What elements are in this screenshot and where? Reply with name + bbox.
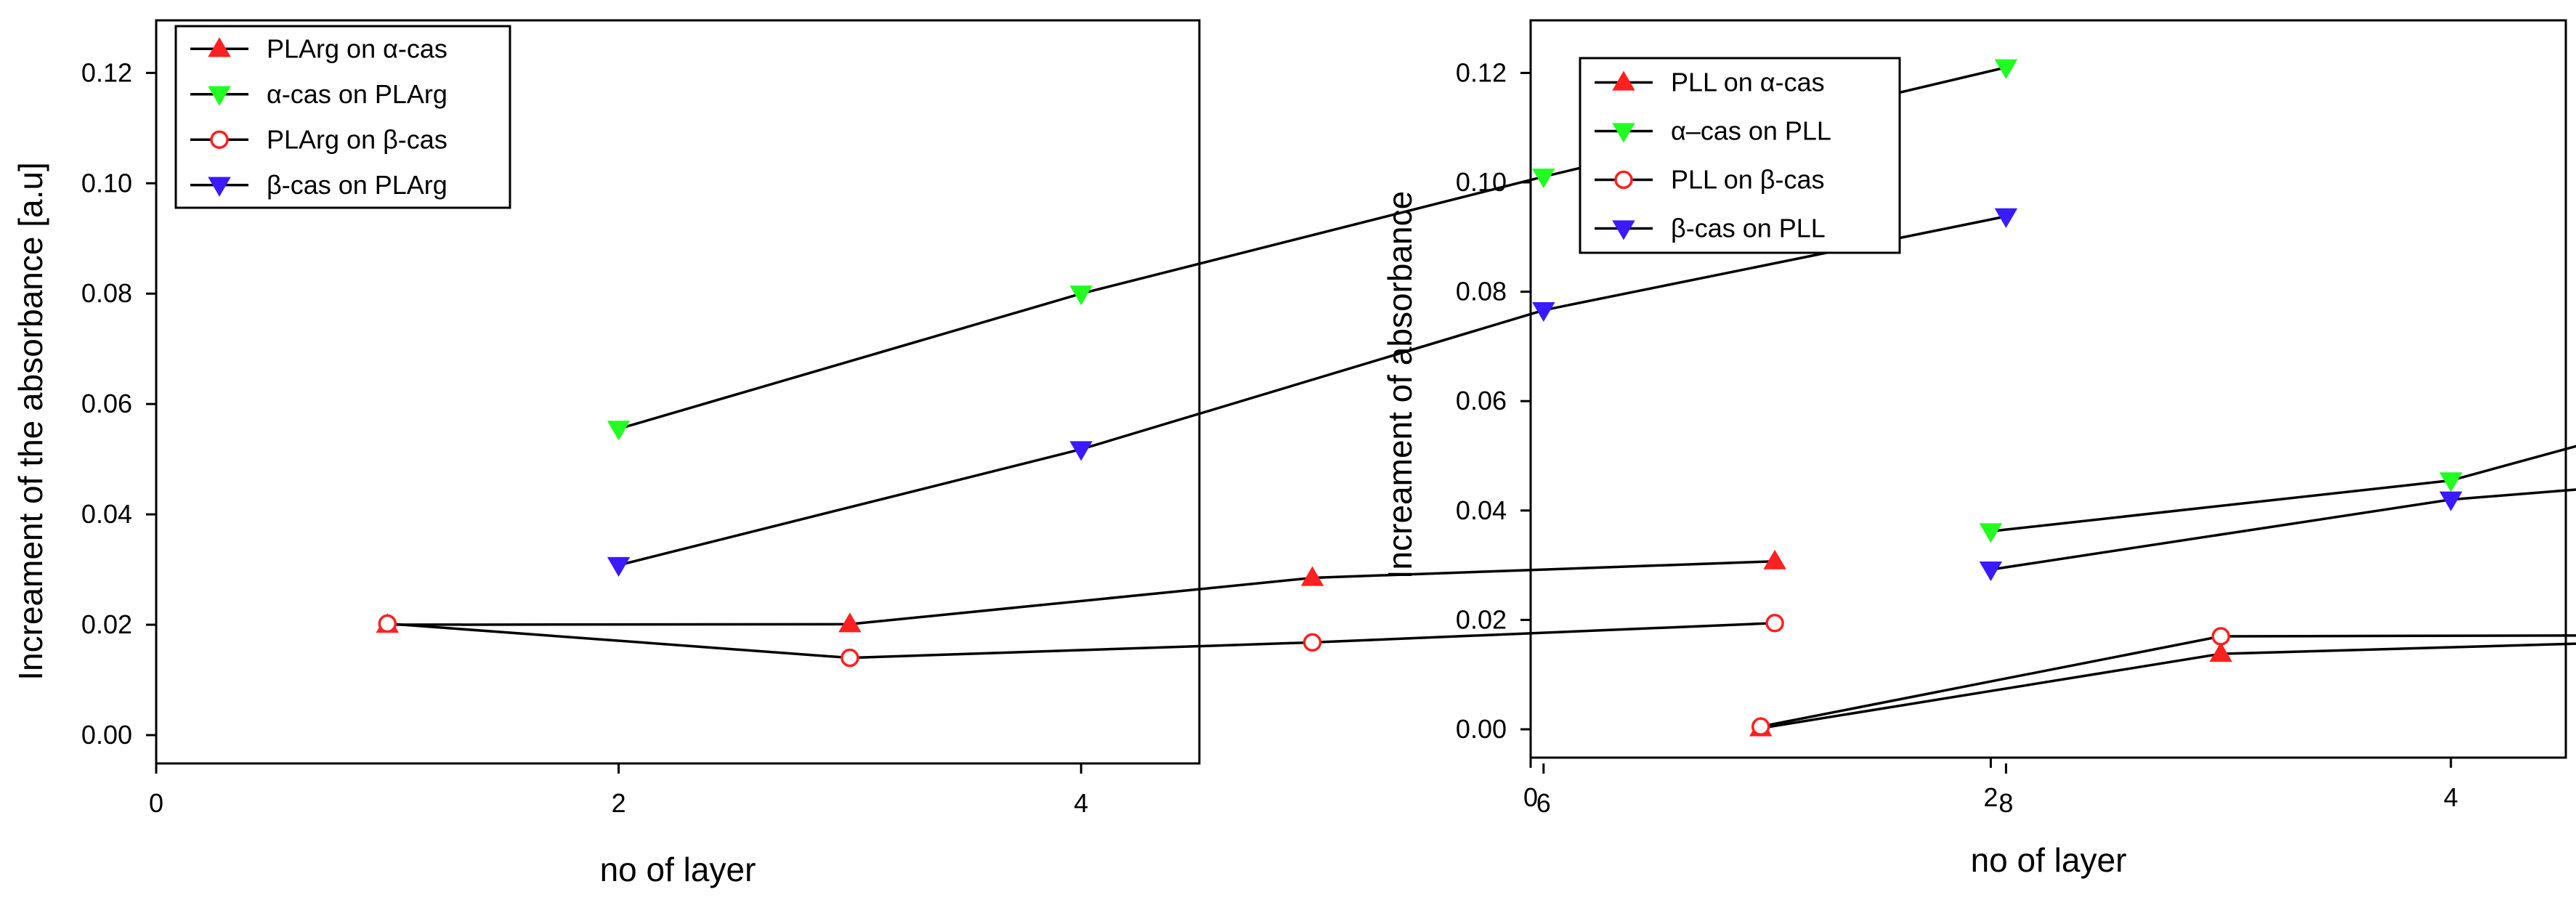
legend-box bbox=[1579, 57, 1901, 254]
marker-s1-p2 bbox=[1532, 169, 1555, 189]
x-axis-title: no of layer bbox=[1971, 841, 2127, 879]
legend-label: α-cas on PLArg bbox=[267, 79, 447, 109]
y-tick-label: 0.06 bbox=[81, 389, 132, 418]
y-axis-title: Increament of the absorbance [a.u] bbox=[12, 162, 49, 680]
axes: 0 2 4 6 8 0.00 0.02 0.04 0.06 0.08 0.10 0.12 bbox=[81, 57, 2013, 818]
marker-s1-p1 bbox=[2439, 472, 2463, 492]
legend-label: α–cas on PLL bbox=[1671, 116, 1831, 146]
legend-marker bbox=[210, 130, 229, 149]
y-tick-label: 0.00 bbox=[81, 720, 132, 750]
marker-s3-p1 bbox=[2439, 491, 2463, 511]
y-tick-label: 0.12 bbox=[1456, 57, 1507, 87]
marker-s2-p3 bbox=[1765, 614, 1784, 633]
series-line-2 bbox=[387, 622, 1775, 660]
marker-s0-p2 bbox=[1300, 566, 1324, 586]
y-tick-label: 0.02 bbox=[81, 609, 132, 639]
marker-s3-p0 bbox=[607, 556, 631, 577]
marker-s2-p1 bbox=[841, 648, 859, 668]
x-tick-label: 6 bbox=[1536, 788, 1551, 818]
legend-marker bbox=[208, 86, 231, 106]
plot-frame bbox=[155, 19, 1201, 765]
marker-s3-p2 bbox=[1532, 301, 1555, 323]
series-line-0 bbox=[1760, 642, 2576, 730]
marker-s2-p0 bbox=[378, 614, 397, 633]
legend-marker bbox=[1612, 220, 1635, 240]
legend: PLArg on α-cas α-cas on PLArg PLArg on β-c… bbox=[174, 25, 511, 209]
y-tick-label: 0.10 bbox=[81, 168, 132, 198]
legend: PLL on α-cas α–cas on PLL PLL on β-cas β-ca… bbox=[1579, 57, 1901, 254]
marker-s1-p1 bbox=[1069, 285, 1093, 306]
series-line-1 bbox=[1990, 445, 2576, 533]
legend-label: PLArg on α-cas bbox=[267, 33, 447, 63]
legend-marker bbox=[208, 177, 231, 197]
series-lines bbox=[1760, 445, 2576, 730]
x-tick-label: 4 bbox=[2444, 782, 2458, 812]
legend-label: PLArg on β-cas bbox=[267, 124, 447, 154]
marker-s1-p3 bbox=[1994, 59, 2018, 79]
x-tick-label: 8 bbox=[1998, 788, 2013, 818]
marker-s2-p2 bbox=[1303, 633, 1322, 652]
marker-s0-p1 bbox=[838, 612, 862, 633]
x-tick-label: 2 bbox=[612, 788, 626, 818]
series-line-3 bbox=[1990, 488, 2576, 571]
marker-s1-p0 bbox=[1979, 523, 2003, 543]
y-tick-label: 0.12 bbox=[81, 57, 132, 87]
x-tick-label: 0 bbox=[1523, 782, 1538, 812]
legend-marker bbox=[1614, 170, 1633, 190]
y-tick-label: 0.04 bbox=[81, 499, 132, 529]
legend-marker bbox=[1612, 70, 1635, 91]
legend-label: β-cas on PLL bbox=[1671, 214, 1826, 243]
y-tick-label: 0.08 bbox=[81, 278, 132, 308]
marker-s1-p0 bbox=[607, 421, 631, 441]
x-tick-label: 0 bbox=[149, 788, 163, 818]
marker-s0-p1 bbox=[2209, 642, 2232, 662]
chart-left: 0 2 4 6 8 0.00 0.02 0.04 0.06 0.08 0.10 0.12 PLArg … bbox=[12, 19, 2018, 888]
series-line-3 bbox=[618, 215, 2006, 567]
legend-label: β-cas on PLArg bbox=[267, 170, 447, 200]
legend-label: PLL on α-cas bbox=[1671, 68, 1825, 97]
legend-marker bbox=[208, 37, 231, 57]
x-axis-title: no of layer bbox=[600, 851, 756, 888]
legend-box bbox=[174, 25, 511, 209]
y-tick-label: 0.10 bbox=[1456, 167, 1507, 197]
legend-marker bbox=[1612, 123, 1635, 143]
y-axis-title: Increament of absorbance bbox=[1381, 191, 1419, 579]
series-line-2 bbox=[1760, 634, 2576, 728]
marker-s2-p1 bbox=[2211, 627, 2230, 646]
y-tick-label: 0.02 bbox=[1456, 604, 1507, 634]
marker-s2-p0 bbox=[1751, 717, 1770, 736]
chart-right: 0 2 4 6 8 0.00 0.02 0.04 0.06 0.08 0.10 0.12 PLL on… bbox=[1381, 19, 2576, 879]
y-tick-label: 0.00 bbox=[1456, 714, 1507, 744]
marker-s3-p1 bbox=[1069, 441, 1093, 461]
y-tick-label: 0.06 bbox=[1456, 386, 1507, 415]
marker-s0-p3 bbox=[1763, 549, 1786, 569]
series-markers bbox=[376, 59, 2018, 668]
y-tick-label: 0.04 bbox=[1456, 495, 1507, 525]
y-tick-label: 0.08 bbox=[1456, 277, 1507, 307]
series-line-0 bbox=[387, 559, 1775, 626]
marker-s3-p3 bbox=[1994, 208, 2018, 228]
plot-frame bbox=[1529, 19, 2567, 759]
legend-label: PLL on β-cas bbox=[1671, 165, 1824, 195]
x-tick-label: 4 bbox=[1074, 788, 1088, 818]
marker-s3-p0 bbox=[1979, 562, 2003, 582]
series-markers bbox=[1749, 472, 2463, 737]
x-tick-label: 2 bbox=[1983, 782, 1998, 812]
